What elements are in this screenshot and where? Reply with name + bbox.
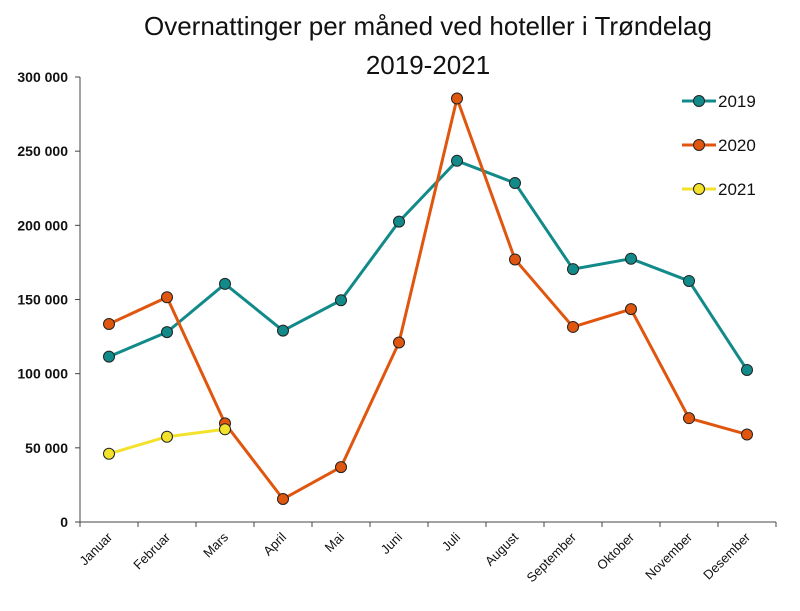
- legend-item-2021: 2021: [682, 180, 756, 199]
- y-tick-label: 200 000: [17, 217, 68, 233]
- data-point-2020: [335, 461, 347, 474]
- legend-item-2020: 2020: [682, 136, 756, 155]
- data-point-2019: [567, 263, 579, 276]
- data-point-2019: [451, 154, 463, 167]
- data-point-2020: [451, 92, 463, 105]
- data-point-2020: [509, 253, 521, 266]
- chart-series: [103, 92, 753, 506]
- data-point-2020: [161, 291, 173, 304]
- legend-marker: [693, 183, 705, 195]
- data-point-2020: [683, 412, 695, 425]
- x-axis-ticks: Januar Februar Mars April Mai Juni Juli August S…: [76, 522, 777, 585]
- series-2021: [103, 423, 231, 460]
- data-point-2020: [567, 320, 579, 333]
- x-tick-label: September: [524, 529, 580, 585]
- legend-item-2019: 2019: [682, 92, 756, 111]
- x-tick-label: Oktober: [594, 529, 638, 573]
- chart-title-line-2: 2019-2021: [366, 50, 490, 80]
- y-axis-ticks: 0 50 000 100 000 150 000 200 000 250 000 300 0…: [17, 69, 80, 530]
- series-2019: [103, 154, 753, 376]
- chart-title-line-1: Overnattinger per måned ved hoteller i T…: [144, 11, 712, 41]
- legend-box: [654, 83, 766, 213]
- data-point-2019: [741, 363, 753, 376]
- x-tick-label: Februar: [130, 529, 173, 572]
- x-tick-label: Mai: [322, 529, 347, 554]
- x-tick-label: Juli: [439, 529, 463, 553]
- x-tick-label: November: [642, 529, 695, 582]
- data-point-2019: [161, 326, 173, 339]
- series-line-2020: [107, 97, 749, 501]
- data-point-2019: [509, 177, 521, 190]
- series-2020: [103, 92, 753, 506]
- y-tick-label: 150 000: [17, 292, 68, 308]
- data-point-2021: [161, 430, 173, 443]
- data-point-2020: [741, 428, 753, 441]
- x-tick-label: Desember: [700, 529, 753, 582]
- legend-label: 2021: [718, 180, 756, 199]
- legend-marker: [693, 95, 705, 107]
- y-tick-label: 50 000: [25, 440, 68, 456]
- data-point-2020: [103, 317, 115, 330]
- data-point-2019: [277, 324, 289, 337]
- data-point-2019: [219, 277, 231, 290]
- data-point-2019: [683, 274, 695, 287]
- y-tick-label: 250 000: [17, 143, 68, 159]
- data-point-2021: [219, 423, 231, 436]
- x-tick-label: Januar: [76, 529, 115, 568]
- chart-legend: 2019 2020 2021: [654, 83, 766, 213]
- data-point-2020: [277, 493, 289, 506]
- x-tick-label: Juni: [378, 529, 406, 557]
- legend-label: 2020: [718, 136, 756, 155]
- legend-marker: [693, 139, 705, 151]
- legend-label: 2019: [718, 92, 756, 111]
- y-tick-label: 300 000: [17, 69, 68, 85]
- data-point-2020: [393, 336, 405, 349]
- chart-title: Overnattinger per måned ved hoteller i T…: [144, 11, 712, 80]
- data-point-2019: [335, 294, 347, 307]
- series-line-2019: [107, 159, 749, 372]
- y-tick-label: 0: [60, 514, 68, 530]
- data-point-2019: [625, 252, 637, 265]
- x-tick-label: April: [260, 529, 289, 558]
- data-point-2019: [103, 350, 115, 363]
- y-tick-label: 100 000: [17, 366, 68, 382]
- data-point-2019: [393, 215, 405, 228]
- data-point-2020: [625, 303, 637, 316]
- x-tick-label: August: [482, 529, 521, 568]
- data-point-2021: [103, 447, 115, 460]
- x-tick-label: Mars: [200, 529, 231, 560]
